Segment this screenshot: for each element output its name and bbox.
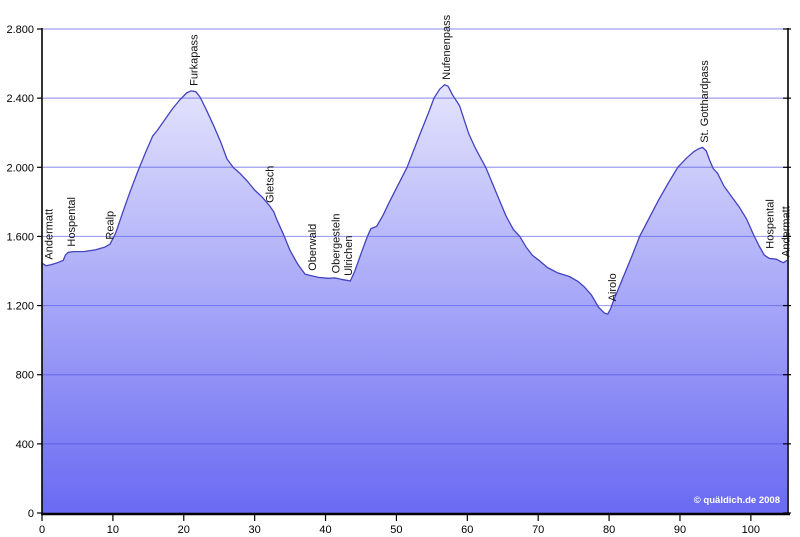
y-axis-tick-label: 2.000 (6, 162, 34, 174)
x-axis-tick-label: 40 (319, 524, 331, 536)
profile-area-group (42, 84, 787, 513)
x-axis-tick-label: 80 (603, 524, 615, 536)
waypoint-label: Hospental (66, 197, 78, 247)
waypoint-label: Oberwald (307, 224, 319, 271)
x-axis-tick-label: 70 (532, 524, 544, 536)
waypoint-label: Obergesteln (331, 213, 343, 273)
waypoint-label: Gletsch (265, 166, 277, 203)
waypoint-label: Andermatt (43, 209, 55, 260)
waypoint-label: Furkapass (189, 34, 201, 86)
copyright-notice: © quäldich.de 2008 (694, 495, 780, 506)
x-axis-tick-label: 0 (39, 524, 45, 536)
waypoint-label: Andermatt (781, 206, 793, 257)
y-axis-tick-label: 2.400 (6, 93, 34, 105)
waypoint-label: St. Gotthardpass (699, 60, 711, 143)
y-axis-tick-label: 400 (16, 439, 34, 451)
x-axis-tick-label: 60 (461, 524, 473, 536)
y-axis-tick-label: 2.800 (6, 24, 34, 36)
axes-group: 0 400 800 1.200 1.600 2.000 2.400 2.800 0 10 20 30 4… (6, 24, 791, 536)
waypoint-labels-group: Andermatt Hospental Realp Furkapass Gletsch O… (43, 14, 792, 301)
profile-line-group (41, 84, 788, 315)
x-axis-tick-label: 50 (390, 524, 402, 536)
gridline-group (43, 28, 787, 445)
waypoint-label: Airolo (607, 273, 619, 301)
waypoint-label: Hospental (764, 199, 776, 249)
y-axis-tick-label: 0 (28, 508, 34, 520)
elevation-profile-area (42, 84, 787, 513)
x-axis-tick-label: 20 (178, 524, 190, 536)
x-axis-tick-label: 10 (107, 524, 119, 536)
y-axis-tick-label: 1.600 (6, 231, 34, 243)
x-axis-tick-label: 90 (674, 524, 686, 536)
x-axis-tick-label: 100 (742, 524, 760, 536)
y-axis-tick-label: 800 (16, 370, 34, 382)
waypoint-label: Ulrichen (343, 236, 355, 276)
waypoint-label: Nufenenpass (441, 14, 453, 79)
waypoint-label: Realp (104, 211, 116, 240)
x-axis-tick-label: 30 (249, 524, 261, 536)
elevation-profile-line (41, 84, 788, 315)
y-axis-tick-label: 1.200 (6, 301, 34, 313)
